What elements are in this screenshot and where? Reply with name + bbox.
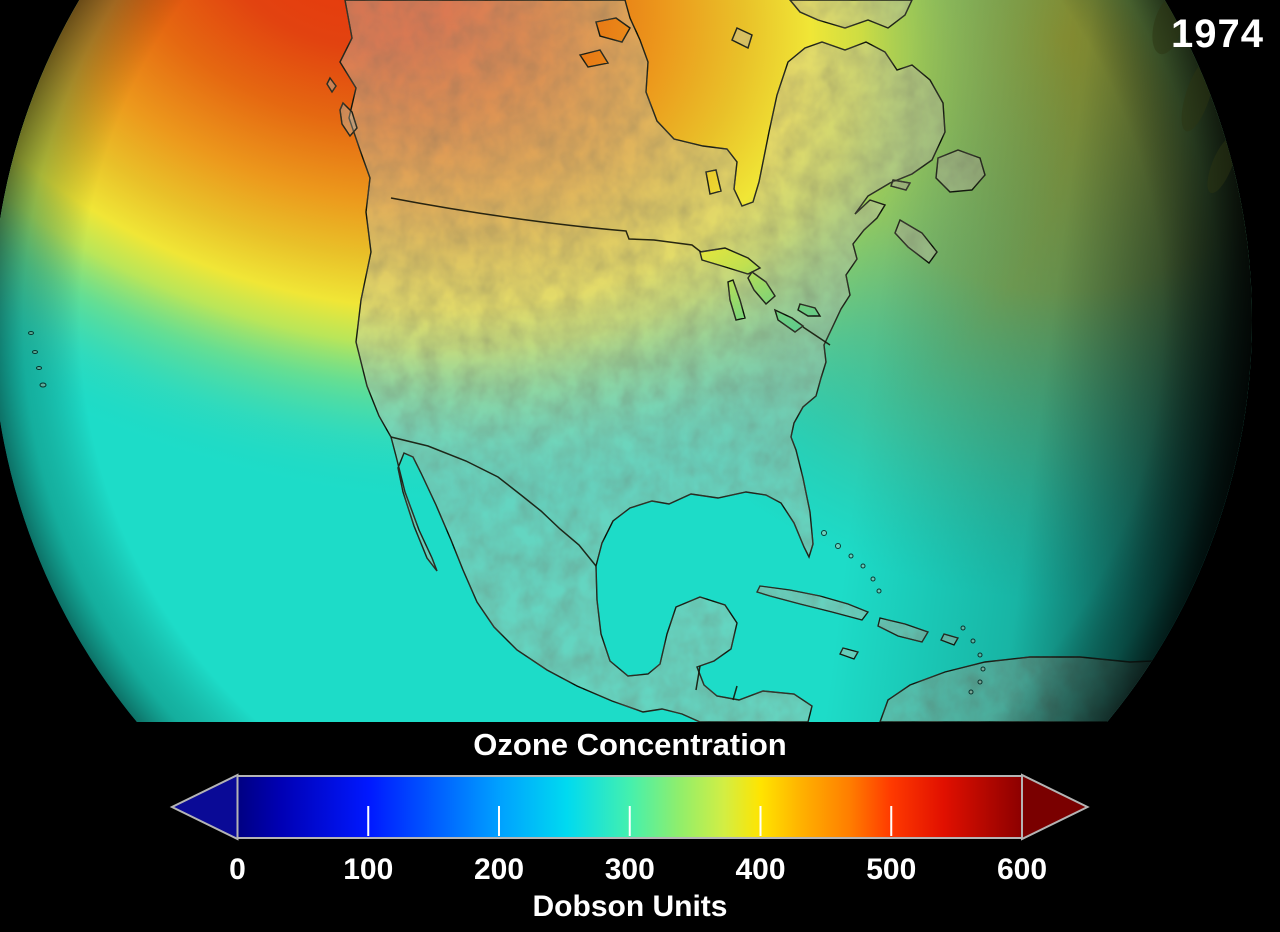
tick-label-400: 400 bbox=[735, 853, 785, 886]
year-label: 1974 bbox=[1171, 12, 1264, 56]
tick-label-600: 600 bbox=[997, 853, 1047, 886]
colorbar-left-arrow bbox=[169, 773, 239, 841]
tick-label-200: 200 bbox=[474, 853, 524, 886]
colorbar-ticks bbox=[367, 806, 893, 836]
terminator-shadow bbox=[0, 0, 1252, 722]
legend-title: Ozone Concentration bbox=[473, 727, 786, 762]
legend-panel: Ozone Concentration 0 100 200 300 400 50… bbox=[169, 727, 1090, 923]
tick-label-0: 0 bbox=[229, 853, 246, 886]
tick-label-300: 300 bbox=[605, 853, 655, 886]
colorbar-tick-labels: 0 100 200 300 400 500 600 bbox=[229, 853, 1047, 886]
legend-units: Dobson Units bbox=[533, 890, 728, 923]
tick-label-100: 100 bbox=[343, 853, 393, 886]
globe-sphere bbox=[0, 0, 1252, 722]
tick-label-500: 500 bbox=[866, 853, 916, 886]
colorbar-right-arrow bbox=[1021, 773, 1090, 841]
globe-visualization bbox=[0, 0, 1252, 722]
